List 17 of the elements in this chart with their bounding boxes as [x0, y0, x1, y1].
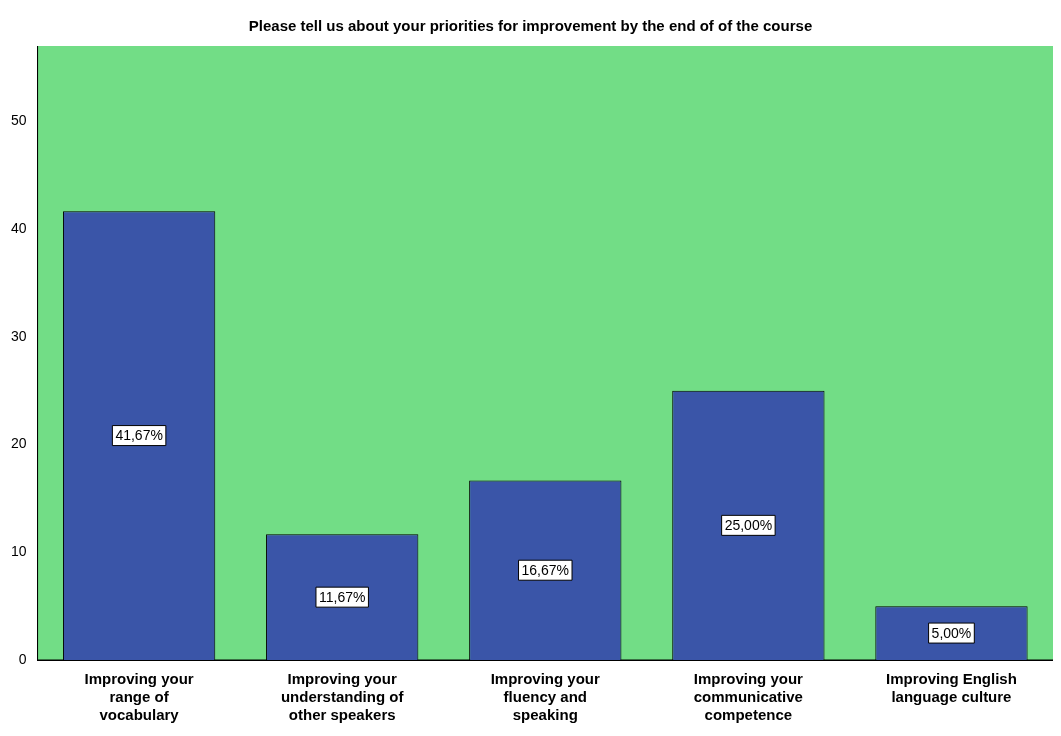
data-label: 5,00%	[931, 624, 972, 641]
data-label: 11,67%	[318, 589, 366, 606]
x-tick-label: Improving English language culture	[886, 670, 1017, 706]
data-label: 41,67%	[115, 427, 163, 444]
y-tick-label: 50	[10, 112, 27, 129]
data-label: 25,00%	[724, 517, 773, 534]
x-tick-label: Improving your understanding of other speakers	[280, 670, 405, 724]
x-tick-label: Improving your communicative competence	[693, 670, 804, 724]
chart-title: Please tell us about your priorities for improvement by the end of of the course	[248, 17, 813, 35]
y-tick-label: 0	[18, 650, 27, 667]
data-label: 16,67%	[521, 562, 570, 579]
y-tick-label: 40	[10, 219, 27, 236]
y-tick-label: 10	[10, 543, 27, 560]
y-tick-label: 20	[10, 435, 27, 452]
x-tick-label: Improving your range of vocabulary	[84, 670, 194, 724]
y-tick-label: 30	[10, 327, 27, 344]
x-tick-label: Improving your fluency and speaking	[490, 670, 601, 724]
